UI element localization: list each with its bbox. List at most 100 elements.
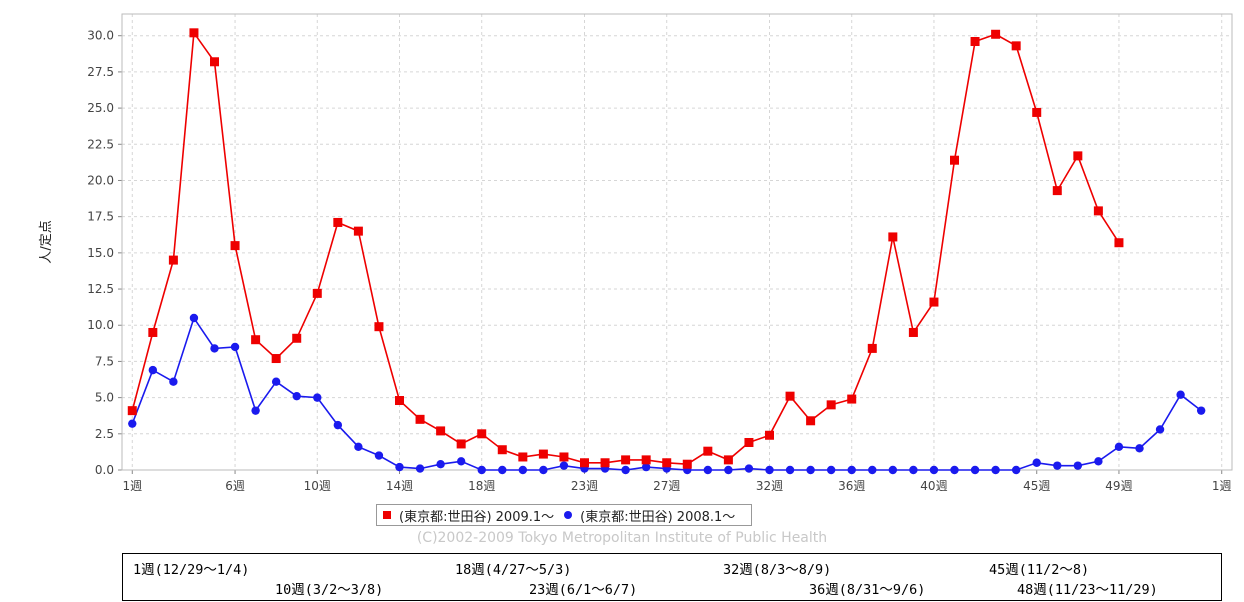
- x-tick-label: 32週: [756, 479, 783, 493]
- data-point-2009: [374, 322, 384, 332]
- data-point-2008: [477, 465, 486, 475]
- data-point-2008: [929, 465, 939, 475]
- legend-label-2009: (東京都:世田谷) 2009.1～: [399, 509, 555, 525]
- data-point-2009: [950, 155, 959, 165]
- data-point-2008: [1011, 465, 1021, 475]
- week-note: 48週(11/23～11/29): [1017, 582, 1158, 598]
- data-point-2009: [168, 255, 178, 265]
- data-point-2009: [230, 241, 240, 251]
- x-tick-label: 1週: [122, 479, 142, 493]
- data-point-2008: [374, 451, 384, 460]
- x-tick-label: 1週: [1212, 479, 1232, 493]
- y-tick-label: 10.0: [87, 318, 114, 332]
- data-point-2009: [991, 29, 1001, 39]
- data-point-2008: [826, 465, 836, 475]
- y-tick-label: 20.0: [87, 173, 114, 187]
- data-point-2009: [785, 391, 795, 401]
- legend-circle-marker: [564, 511, 573, 519]
- x-tick-label: 6週: [225, 479, 245, 493]
- data-point-2008: [128, 419, 137, 428]
- y-axis-label: 人/定点: [39, 220, 54, 263]
- week-note: 23週(6/1～6/7): [529, 582, 638, 598]
- data-point-2008: [539, 465, 548, 475]
- x-tick-label: 23週: [571, 479, 598, 493]
- legend-item-2008: (東京都:世田谷) 2008.1～: [564, 506, 735, 525]
- week-notes-box: 1週(12/29～1/4) 18週(4/27～5/3) 32週(8/3～8/9)…: [122, 553, 1222, 601]
- y-tick-label: 27.5: [87, 65, 114, 79]
- data-point-2009: [703, 446, 713, 456]
- data-point-2009: [600, 458, 610, 468]
- x-tick-label: 49週: [1105, 479, 1132, 493]
- data-point-2009: [970, 37, 980, 47]
- legend-square-marker: [383, 511, 391, 519]
- data-point-2009: [867, 343, 877, 353]
- data-point-2008: [950, 465, 959, 475]
- data-point-2008: [785, 465, 795, 475]
- data-point-2009: [415, 414, 425, 424]
- y-tick-label: 12.5: [87, 282, 114, 296]
- data-point-2009: [456, 439, 466, 449]
- data-point-2008: [970, 465, 980, 475]
- y-tick-label: 5.0: [95, 391, 114, 405]
- data-point-2009: [189, 28, 199, 38]
- legend-label-2008: (東京都:世田谷) 2008.1～: [580, 509, 736, 525]
- data-point-2008: [1032, 458, 1041, 467]
- data-point-2008: [415, 464, 425, 473]
- data-point-2009: [908, 327, 918, 337]
- data-point-2009: [621, 455, 631, 465]
- data-point-2008: [1135, 444, 1144, 453]
- data-point-2009: [497, 445, 507, 455]
- data-point-2008: [724, 465, 733, 475]
- data-point-2008: [703, 465, 713, 475]
- data-point-2009: [929, 297, 939, 307]
- data-point-2009: [395, 396, 404, 406]
- data-point-2009: [682, 459, 692, 469]
- copyright-text: (C)2002-2009 Tokyo Metropolitan Institut…: [416, 530, 828, 546]
- data-point-2008: [909, 465, 918, 475]
- data-point-2008: [354, 442, 363, 452]
- data-point-2008: [210, 344, 219, 353]
- data-point-2009: [662, 458, 672, 468]
- data-point-2008: [559, 461, 569, 470]
- data-point-2009: [210, 57, 219, 67]
- data-point-2009: [518, 452, 528, 462]
- data-point-2008: [313, 393, 322, 402]
- data-point-2008: [189, 313, 199, 323]
- data-point-2009: [148, 327, 158, 337]
- x-tick-label: 18週: [468, 479, 495, 493]
- data-point-2008: [744, 464, 754, 473]
- data-point-2008: [251, 406, 260, 415]
- data-point-2008: [641, 462, 651, 472]
- data-point-2009: [271, 354, 281, 364]
- y-tick-label: 30.0: [87, 29, 114, 43]
- x-tick-label: 36週: [838, 479, 865, 493]
- x-tick-label: 14週: [386, 479, 413, 493]
- data-point-2008: [456, 457, 466, 466]
- data-point-2008: [1176, 390, 1185, 399]
- week-note: 36週(8/31～9/6): [809, 582, 926, 598]
- week-note: 10週(3/2～3/8): [275, 582, 384, 598]
- data-point-2008: [765, 465, 774, 475]
- x-tick-label: 27週: [653, 479, 680, 493]
- y-tick-label: 0.0: [95, 463, 114, 477]
- data-point-2008: [806, 465, 815, 475]
- week-note: 45週(11/2～8): [989, 562, 1090, 578]
- data-point-2008: [847, 465, 856, 475]
- data-point-2008: [1073, 461, 1083, 470]
- data-point-2009: [744, 437, 754, 447]
- data-point-2008: [436, 460, 445, 469]
- data-point-2008: [1094, 457, 1103, 466]
- data-point-2009: [251, 335, 261, 345]
- data-point-2009: [353, 226, 363, 236]
- data-point-2008: [1053, 461, 1062, 470]
- data-point-2009: [888, 232, 898, 242]
- y-tick-label: 25.0: [87, 101, 114, 115]
- y-tick-label: 15.0: [87, 246, 114, 260]
- data-point-2009: [333, 217, 343, 227]
- data-point-2008: [292, 391, 301, 401]
- data-point-2009: [538, 449, 548, 459]
- line-chart: 0.0 2.5 5.0 7.5 10.0 12.5 15.0 17.5 20.0 22.5 25.0…: [39, 13, 1233, 493]
- x-tick-label: 45週: [1023, 479, 1050, 493]
- week-note: 32週(8/3～8/9): [723, 562, 832, 578]
- y-tick-label: 22.5: [87, 137, 114, 151]
